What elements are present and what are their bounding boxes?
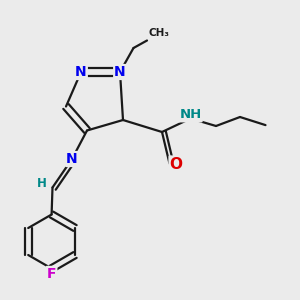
Text: NH: NH bbox=[179, 108, 202, 122]
Text: F: F bbox=[47, 267, 56, 281]
Text: H: H bbox=[37, 177, 47, 190]
Text: CH₃: CH₃ bbox=[148, 28, 170, 38]
Text: O: O bbox=[169, 157, 183, 172]
Text: N: N bbox=[75, 65, 87, 79]
Text: N: N bbox=[66, 152, 78, 166]
Text: N: N bbox=[114, 65, 126, 79]
